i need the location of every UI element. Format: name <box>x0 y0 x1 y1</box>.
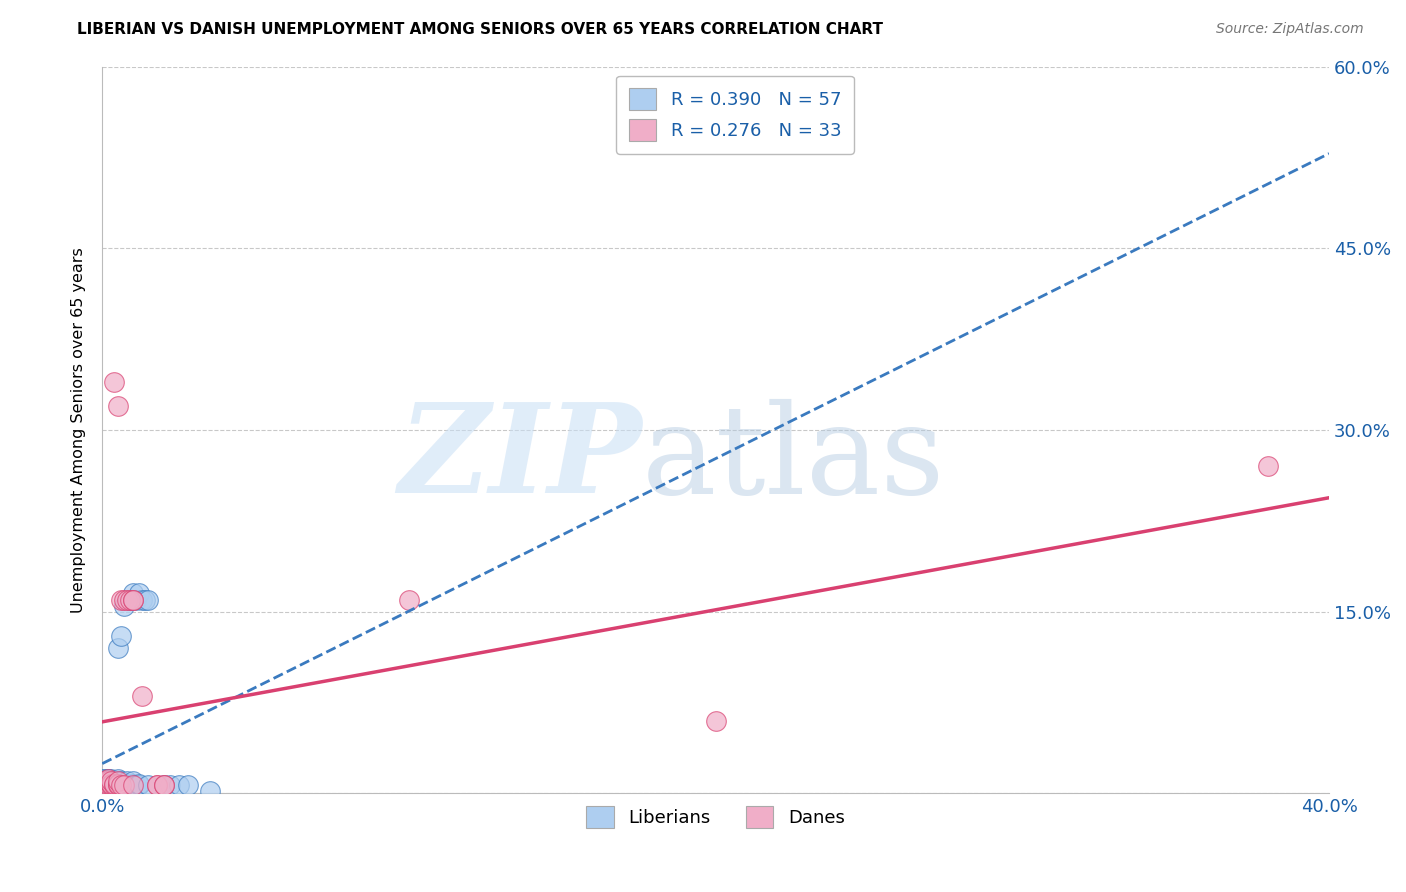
Point <box>159 778 181 792</box>
Point <box>115 592 138 607</box>
Point <box>131 592 153 607</box>
Point <box>94 774 117 789</box>
Point <box>128 778 150 792</box>
Point <box>103 777 125 791</box>
Point <box>91 774 114 789</box>
Point <box>152 778 174 792</box>
Point <box>704 714 727 728</box>
Y-axis label: Unemployment Among Seniors over 65 years: Unemployment Among Seniors over 65 years <box>72 247 86 613</box>
Point <box>100 777 122 791</box>
Point <box>94 777 117 791</box>
Point <box>103 774 125 789</box>
Point <box>125 592 148 607</box>
Point <box>97 774 120 789</box>
Point <box>110 774 132 789</box>
Point <box>107 640 129 655</box>
Text: ZIP: ZIP <box>398 399 643 520</box>
Text: Source: ZipAtlas.com: Source: ZipAtlas.com <box>1216 22 1364 37</box>
Text: atlas: atlas <box>643 399 945 519</box>
Point <box>112 599 135 613</box>
Point <box>97 774 120 789</box>
Point <box>100 778 122 792</box>
Point <box>122 774 145 789</box>
Point <box>122 586 145 600</box>
Point <box>110 629 132 643</box>
Point <box>103 777 125 791</box>
Point <box>1257 459 1279 474</box>
Point <box>97 777 120 791</box>
Point <box>110 777 132 791</box>
Point <box>115 778 138 792</box>
Point <box>118 592 141 607</box>
Point <box>107 777 129 791</box>
Point <box>198 784 221 798</box>
Point <box>110 592 132 607</box>
Point <box>97 772 120 786</box>
Point <box>122 592 145 607</box>
Point <box>100 774 122 789</box>
Point <box>152 778 174 792</box>
Point <box>100 777 122 791</box>
Point <box>94 777 117 791</box>
Point <box>122 778 145 792</box>
Point <box>103 778 125 792</box>
Point <box>103 375 125 389</box>
Point <box>146 778 169 792</box>
Point <box>100 772 122 786</box>
Point <box>128 777 150 791</box>
Point <box>94 772 117 786</box>
Point <box>97 778 120 792</box>
Point <box>167 778 190 792</box>
Point <box>107 399 129 413</box>
Point <box>128 586 150 600</box>
Point <box>100 778 122 792</box>
Point <box>112 592 135 607</box>
Point <box>152 778 174 792</box>
Point <box>136 778 159 792</box>
Point <box>177 778 200 792</box>
Point <box>112 778 135 792</box>
Text: LIBERIAN VS DANISH UNEMPLOYMENT AMONG SENIORS OVER 65 YEARS CORRELATION CHART: LIBERIAN VS DANISH UNEMPLOYMENT AMONG SE… <box>77 22 883 37</box>
Point <box>107 772 129 786</box>
Point <box>115 777 138 791</box>
Point <box>97 777 120 791</box>
Point <box>112 778 135 792</box>
Point <box>100 777 122 791</box>
Point <box>97 772 120 786</box>
Point <box>122 592 145 607</box>
Point <box>122 777 145 791</box>
Point <box>97 774 120 789</box>
Point <box>97 772 120 786</box>
Point <box>125 778 148 792</box>
Point <box>107 778 129 792</box>
Point <box>134 592 156 607</box>
Point <box>94 774 117 789</box>
Point <box>110 778 132 792</box>
Point <box>91 774 114 789</box>
Legend: Liberians, Danes: Liberians, Danes <box>579 798 852 835</box>
Point <box>91 772 114 786</box>
Point <box>103 774 125 789</box>
Point <box>91 777 114 791</box>
Point <box>100 774 122 789</box>
Point <box>100 774 122 789</box>
Point <box>398 592 420 607</box>
Point <box>103 778 125 792</box>
Point <box>115 774 138 789</box>
Point <box>107 774 129 789</box>
Point <box>94 774 117 789</box>
Point <box>131 690 153 704</box>
Point <box>118 592 141 607</box>
Point <box>122 778 145 792</box>
Point <box>136 592 159 607</box>
Point <box>97 774 120 789</box>
Point <box>107 778 129 792</box>
Point <box>110 778 132 792</box>
Point <box>146 778 169 792</box>
Point <box>107 777 129 791</box>
Point <box>107 774 129 789</box>
